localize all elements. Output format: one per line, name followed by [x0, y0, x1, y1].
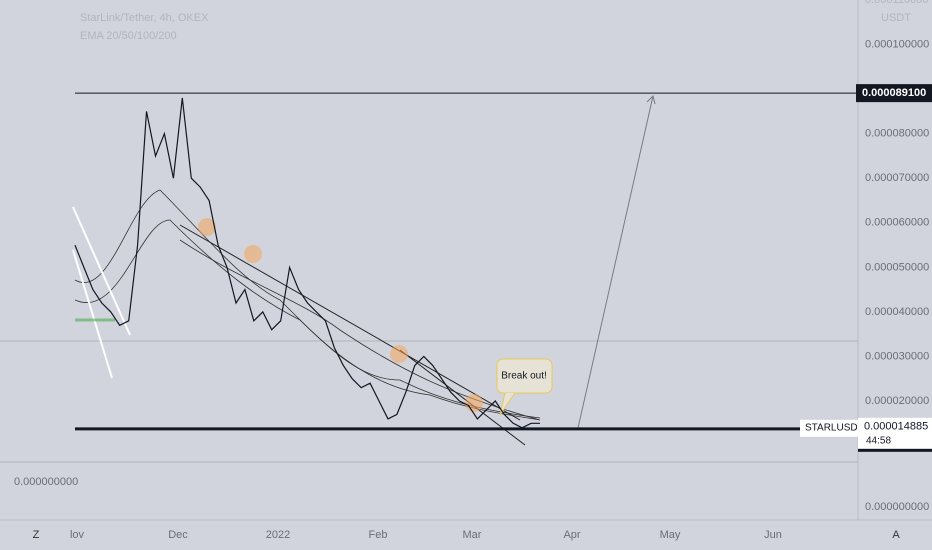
- y-tick-label: 0.000110000: [865, 0, 928, 6]
- x-tick-label: lov: [70, 529, 85, 541]
- countdown: 44:58: [866, 435, 891, 446]
- chart-subtitle: EMA 20/50/100/200: [80, 30, 177, 42]
- price-label: 0.000014885: [864, 421, 928, 433]
- arrow-head: [646, 95, 656, 105]
- x-tick-label: Feb: [369, 529, 388, 541]
- y-tick-label: 0.000020000: [865, 395, 929, 407]
- y-tick-label: 0.000100000: [865, 38, 929, 50]
- y-tick-label: 0.000040000: [865, 306, 929, 318]
- y-tick-label: 0.000030000: [865, 350, 929, 362]
- price-bg: [858, 417, 932, 450]
- y-tick-label: 0.000000000: [865, 501, 929, 513]
- symbol-label: STARLUSDT: [805, 422, 864, 433]
- price-bar: [858, 448, 932, 452]
- unit: USDT: [881, 12, 911, 24]
- annotation: Break out!: [501, 371, 547, 382]
- resistance-label: 0.000089100: [862, 87, 926, 99]
- callout: [496, 358, 553, 394]
- button[interactable]: Z: [33, 529, 40, 541]
- x-tick-label: Apr: [563, 529, 580, 541]
- x-tick-label: May: [660, 529, 681, 541]
- x-tick-label: Mar: [463, 529, 482, 541]
- x-tick-label: 2022: [266, 529, 290, 541]
- price-line: [74, 97, 540, 429]
- button[interactable]: A: [892, 529, 900, 541]
- chart-title: StarLink/Tether, 4h, OKEX: [80, 12, 209, 24]
- y-tick-label: 0.000050000: [865, 261, 929, 273]
- symbol-bg: [800, 419, 858, 437]
- callout-tail: [499, 392, 516, 416]
- left-value: 0.000000000: [14, 476, 78, 488]
- y-tick-label: 0.000070000: [865, 172, 929, 184]
- y-tick-label: 0.000060000: [865, 217, 929, 229]
- resistance-label-bg: [856, 84, 932, 103]
- x-tick-label: Dec: [168, 529, 188, 541]
- x-tick-label: Jun: [764, 529, 782, 541]
- target-arrow: [577, 95, 654, 429]
- y-tick-label: 0.000080000: [865, 128, 929, 140]
